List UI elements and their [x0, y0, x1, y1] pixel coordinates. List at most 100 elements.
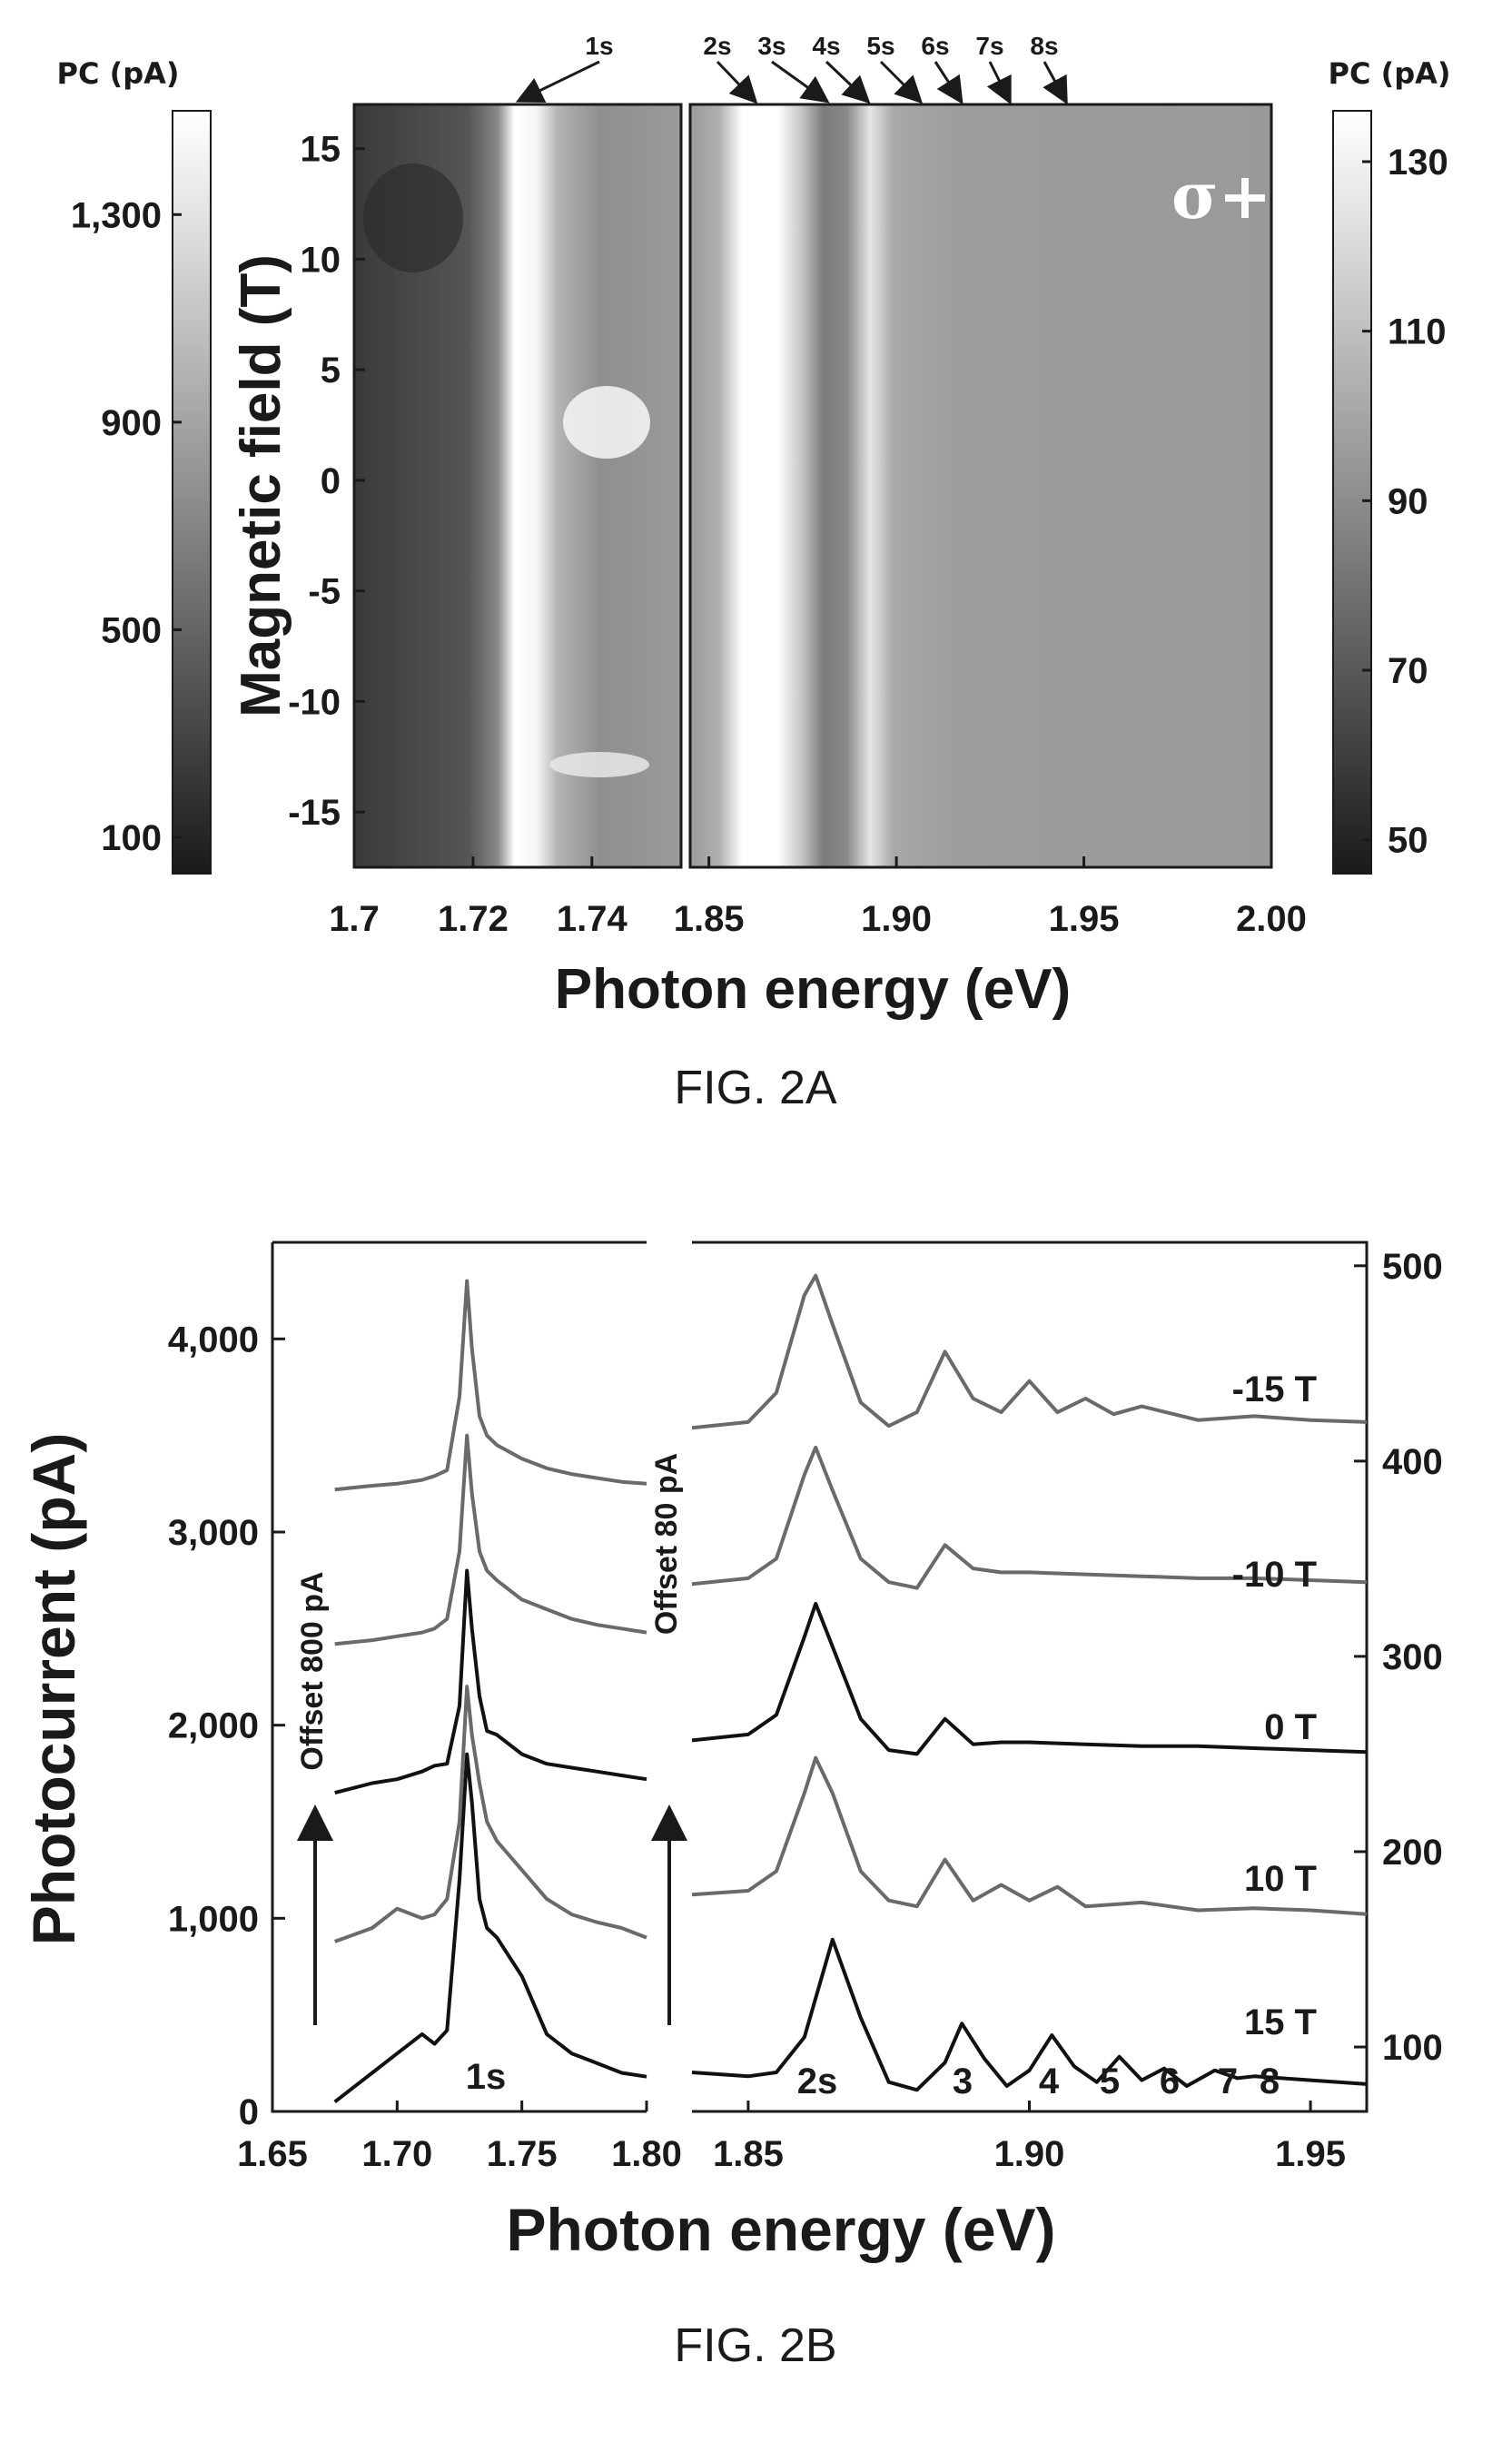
right-colorbar-tick-label: 70 [1388, 651, 1428, 691]
state-label-arrow [879, 60, 924, 104]
peak-label-8: 8 [1260, 2061, 1280, 2101]
heatmap-right-panel [690, 104, 1271, 867]
state-label-arrow [515, 60, 600, 104]
state-label-5s: 5s [866, 32, 894, 60]
state-label-arrow [934, 61, 964, 105]
spectra-right-series [691, 1273, 1368, 2092]
trace-label-minus15: -15 T [1232, 1369, 1317, 1409]
spectra-left-x-tick-label: 1.80 [611, 2134, 682, 2174]
heatmap-dark-spot [363, 163, 463, 272]
spectra-left-y-tick-label: 0 [239, 2092, 259, 2132]
trace-label-10: 10 T [1244, 1859, 1317, 1899]
spectra-right-x-tick-label: 1.95 [1275, 2134, 1346, 2174]
peak-label-4: 4 [1039, 2061, 1060, 2101]
state-label-8s: 8s [1030, 32, 1058, 60]
heatmap-x-axis-label: Photon energy (eV) [555, 958, 1071, 1021]
spectra-left-series [333, 1279, 647, 2103]
spectra-left-x-tick-label: 1.65 [237, 2134, 308, 2174]
state-label-3s: 3s [757, 32, 786, 60]
offset-label-left: Offset 800 pA [295, 1571, 330, 1770]
heatmap-right-frame [688, 103, 1273, 869]
left-colorbar-ticks: 1,300 900 500 100 [71, 195, 182, 858]
spectra-left-x-tick-label: 1.70 [361, 2134, 432, 2174]
state-label-arrow [716, 60, 758, 104]
spectrum-line-left-0T [334, 1568, 647, 1795]
spectrum-line-right-15T [691, 1937, 1368, 2092]
heatmap-left-frame [352, 103, 683, 869]
spectra-left-y-tick-label: 2,000 [168, 1706, 259, 1746]
left-colorbar-tick-label: 1,300 [71, 195, 162, 235]
spectra-right-y-tick-label: 100 [1382, 2028, 1443, 2068]
spectrum-line-left-minus15T [334, 1279, 647, 1492]
offset-label-right: Offset 80 pA [649, 1453, 684, 1635]
spectra-right-y-tick-label: 500 [1382, 1247, 1443, 1287]
trace-label-15: 15 T [1244, 2002, 1317, 2042]
heatmap-x-tick-label: 1.72 [438, 899, 509, 939]
right-colorbar-tick-label: 90 [1388, 481, 1428, 521]
spectrum-line-left-15T [333, 1752, 647, 2103]
spectra-left-x-tick-label: 1.75 [487, 2134, 558, 2174]
trace-label-minus10: -10 T [1232, 1555, 1317, 1595]
spectra-right-x-tick-label: 1.85 [713, 2134, 784, 2174]
peak-label-2s: 2s [797, 2061, 838, 2101]
left-colorbar-tick-label: 100 [101, 818, 162, 858]
heatmap-y-tick-label: 10 [301, 240, 341, 280]
spectra-right-x-tick-label: 1.90 [994, 2134, 1065, 2174]
peak-label-7: 7 [1218, 2061, 1238, 2101]
spectra-right-y-tick-label: 200 [1382, 1833, 1443, 1873]
right-colorbar-title: PC (pA) [1329, 56, 1451, 91]
state-label-arrow [986, 61, 1012, 105]
peak-label-1s: 1s [466, 2057, 507, 2097]
spectrum-line-right-0T [691, 1601, 1368, 1756]
spectra-y-axis-label: Photocurrent (pA) [20, 1433, 87, 1946]
peak-label-3: 3 [953, 2061, 973, 2101]
left-colorbar [172, 110, 212, 875]
state-label-2s: 2s [703, 32, 731, 60]
spectra-right-y-tick-label: 300 [1382, 1637, 1443, 1677]
heatmap-x-tick-label: 1.7 [329, 899, 380, 939]
figure-2b-caption: FIG. 2B [674, 2319, 836, 2372]
state-label-4s: 4s [812, 32, 840, 60]
spectrum-line-right-10T [691, 1755, 1368, 1916]
heatmap-bright-spot [563, 386, 650, 459]
right-colorbar-ticks: 130 110 90 70 50 [1362, 143, 1448, 861]
state-label-arrow [1043, 61, 1068, 105]
left-colorbar-tick-label: 500 [101, 610, 162, 650]
spectrum-line-right-minus10T [691, 1445, 1368, 1590]
right-colorbar-tick-label: 110 [1388, 312, 1447, 352]
peak-label-5: 5 [1100, 2061, 1120, 2101]
state-label-arrow [825, 60, 871, 104]
state-labels: 1s 2s 3s 4s 5s 6s 7s 8s [515, 32, 1068, 105]
heatmap-y-tick-label: 5 [321, 351, 341, 391]
spectra-right-y-tick-label: 400 [1382, 1442, 1443, 1482]
spectra-right-ticks: 100 200 300 400 500 1.85 1.90 1.95 [713, 1247, 1443, 2174]
state-label-6s: 6s [921, 32, 949, 60]
spectrum-line-left-10T [334, 1685, 647, 1943]
left-colorbar-title: PC (pA) [57, 56, 180, 91]
heatmap-y-axis-label: Magnetic field (T) [230, 254, 292, 717]
spectra-left-y-tick-label: 4,000 [168, 1320, 259, 1359]
spectra-left-y-tick-label: 3,000 [168, 1513, 259, 1553]
trace-label-0: 0 T [1264, 1707, 1317, 1747]
heatmap-bright-spot [549, 752, 649, 777]
peak-label-6: 6 [1160, 2061, 1180, 2101]
heatmap-y-tick-label: -15 [288, 793, 341, 833]
heatmap-y-ticks: 15 10 5 0 -5 -10 -15 [288, 130, 365, 833]
spectrum-line-right-minus15T [691, 1273, 1368, 1430]
heatmap-y-tick-label: -10 [288, 682, 341, 722]
spectra-x-axis-label: Photon energy (eV) [506, 2196, 1055, 2263]
polarization-label: σ+ [1171, 158, 1271, 233]
right-colorbar-tick-label: 50 [1388, 821, 1428, 861]
heatmap-y-tick-label: 15 [301, 130, 341, 170]
right-colorbar [1332, 110, 1372, 875]
heatmap-x-tick-label: 1.74 [557, 899, 628, 939]
spectra-left-y-tick-label: 1,000 [168, 1899, 259, 1939]
heatmap-x-ticks: 1.7 1.72 1.74 1.85 1.90 1.95 2.00 [329, 856, 1307, 939]
spectra-left-ticks: 0 1,000 2,000 3,000 4,000 1.65 1.70 1.75 1.80 [168, 1320, 682, 2174]
figure-2b: 0 1,000 2,000 3,000 4,000 1.65 1.70 1.75 1.80 10… [20, 1241, 1443, 2372]
spectrum-line-left-minus10T [334, 1433, 647, 1646]
heatmap-x-tick-label: 2.00 [1236, 899, 1307, 939]
heatmap-x-tick-label: 1.95 [1049, 899, 1120, 939]
